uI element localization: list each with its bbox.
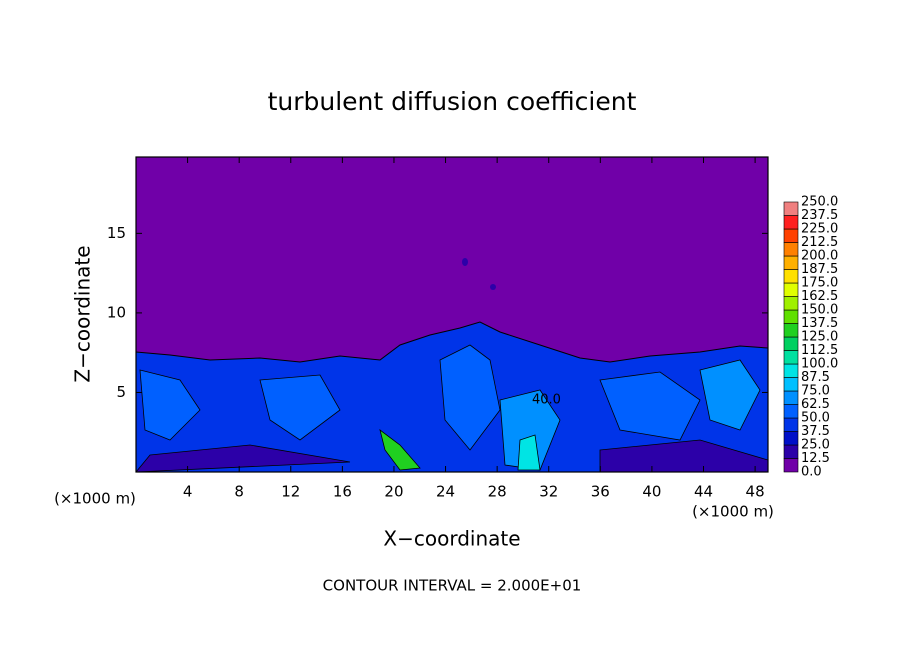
colorbar-swatch bbox=[783, 390, 799, 405]
x-tick-label: 12 bbox=[281, 483, 300, 501]
colorbar-swatch bbox=[783, 228, 799, 243]
colorbar-swatch bbox=[783, 323, 799, 338]
chart-title: turbulent diffusion coefficient bbox=[268, 87, 637, 116]
colorbar-label: 150.0 bbox=[801, 303, 838, 318]
colorbar-swatch bbox=[783, 201, 799, 216]
colorbar-label: 237.5 bbox=[801, 208, 838, 223]
colorbar-swatch bbox=[783, 417, 799, 432]
colorbar-label: 112.5 bbox=[801, 343, 838, 358]
contour-field bbox=[136, 157, 768, 472]
colorbar-swatch bbox=[783, 431, 799, 446]
y-tick-label: 15 bbox=[107, 224, 126, 242]
x-axis-label: X−coordinate bbox=[383, 527, 520, 551]
colorbar-label: 125.0 bbox=[801, 330, 838, 345]
colorbar-swatch bbox=[783, 309, 799, 324]
colorbar-label: 50.0 bbox=[801, 411, 830, 426]
colorbar-label: 0.0 bbox=[801, 465, 822, 480]
x-tick-label: 24 bbox=[436, 483, 455, 501]
colorbar-label: 250.0 bbox=[801, 195, 838, 210]
colorbar-label: 137.5 bbox=[801, 316, 838, 331]
x-tick-label: 4 bbox=[183, 483, 193, 501]
colorbar-swatch bbox=[783, 255, 799, 270]
colorbar-swatch bbox=[783, 215, 799, 230]
colorbar-label: 175.0 bbox=[801, 276, 838, 291]
x-tick-label: 28 bbox=[488, 483, 507, 501]
colorbar-label: 75.0 bbox=[801, 384, 830, 399]
colorbar-label: 162.5 bbox=[801, 289, 838, 304]
colorbar-swatch bbox=[783, 458, 799, 473]
colorbar-swatch bbox=[783, 363, 799, 378]
y-tick-label: 10 bbox=[107, 303, 126, 321]
colorbar-label: 100.0 bbox=[801, 357, 838, 372]
colorbar-label: 212.5 bbox=[801, 235, 838, 250]
colorbar-swatch bbox=[783, 269, 799, 284]
x-tick-label: 48 bbox=[746, 483, 765, 501]
colorbar-label: 200.0 bbox=[801, 249, 838, 264]
colorbar-swatch bbox=[783, 282, 799, 297]
x-tick-label: 36 bbox=[591, 483, 610, 501]
x-tick-label: 40 bbox=[642, 483, 661, 501]
colorbar-label: 187.5 bbox=[801, 262, 838, 277]
colorbar-swatch bbox=[783, 242, 799, 257]
x-tick-label: 8 bbox=[234, 483, 244, 501]
colorbar-label: 37.5 bbox=[801, 424, 830, 439]
colorbar-label: 87.5 bbox=[801, 370, 830, 385]
colorbar-swatch bbox=[783, 404, 799, 419]
colorbar-swatch bbox=[783, 336, 799, 351]
colorbar-swatch bbox=[783, 350, 799, 365]
colorbar-label: 62.5 bbox=[801, 397, 830, 412]
x-unit: (×1000 m) bbox=[692, 503, 774, 521]
colorbar-swatch bbox=[783, 296, 799, 311]
colorbar-label: 25.0 bbox=[801, 438, 830, 453]
colorbar-label: 225.0 bbox=[801, 222, 838, 237]
y-tick-label: 5 bbox=[116, 383, 126, 401]
colorbar-swatch bbox=[783, 377, 799, 392]
x-unit: (×1000 m) bbox=[54, 490, 136, 508]
x-tick-label: 32 bbox=[539, 483, 558, 501]
x-tick-label: 16 bbox=[333, 483, 352, 501]
colorbar-label: 12.5 bbox=[801, 451, 830, 466]
y-axis-label: Z−coordinate bbox=[71, 245, 95, 382]
x-tick-label: 44 bbox=[694, 483, 713, 501]
plot-frame bbox=[135, 156, 769, 473]
contour-label: 40.0 bbox=[532, 393, 561, 408]
footnote: CONTOUR INTERVAL = 2.000E+01 bbox=[323, 577, 582, 595]
colorbar-swatch bbox=[783, 444, 799, 459]
x-tick-label: 20 bbox=[384, 483, 403, 501]
